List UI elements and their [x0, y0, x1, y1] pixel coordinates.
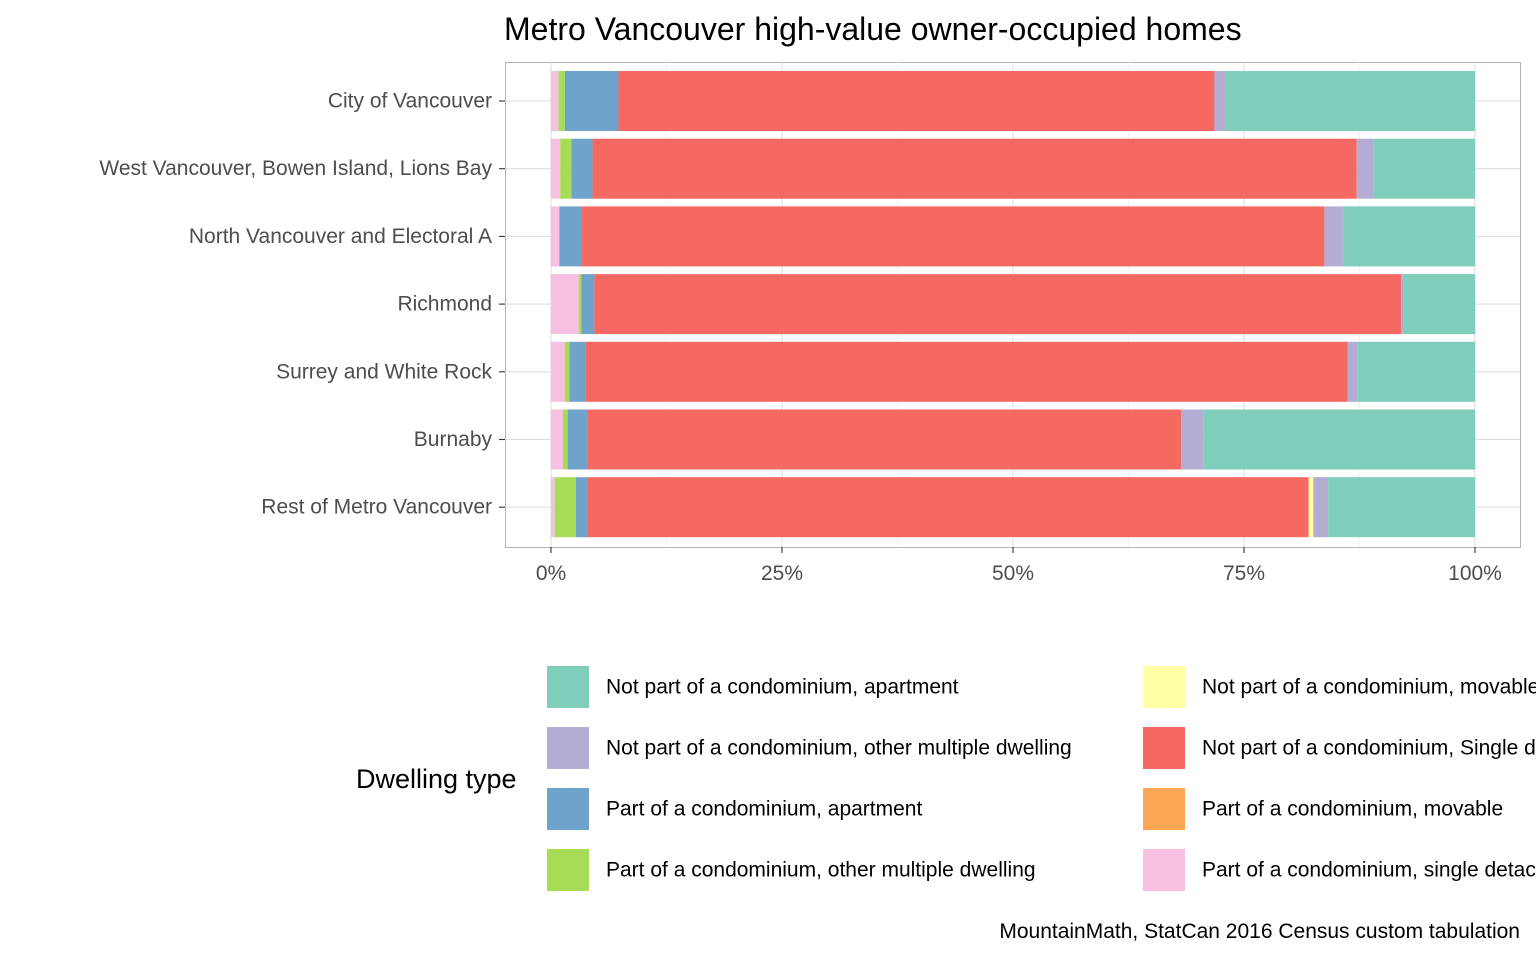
bar-segment	[578, 274, 582, 335]
x-axis-ticks: 0% 25% 50% 75% 100%	[536, 547, 1502, 585]
category-label: City of Vancouver	[328, 90, 492, 113]
bar-segment	[581, 274, 595, 335]
bar-segment	[1313, 477, 1329, 538]
chart-title: Metro Vancouver high-value owner-occupie…	[504, 11, 1242, 47]
bar-segment	[1181, 409, 1204, 470]
category-label: Surrey and White Rock	[276, 360, 492, 383]
bar-segment	[560, 138, 572, 199]
bar-segment	[564, 71, 619, 131]
bar-segment	[585, 341, 1348, 402]
bar-segment	[1357, 341, 1475, 402]
bar-segment	[551, 477, 555, 538]
legend-label: Not part of a condominium, Single detach…	[1202, 737, 1536, 760]
legend-label: Part of a condominium, single detached	[1202, 859, 1536, 882]
legend-item: Not part of a condominium, movable	[1143, 666, 1536, 708]
bar-segment	[581, 206, 1325, 267]
x-tick-label: 75%	[1223, 562, 1265, 585]
bar-segment	[1324, 206, 1343, 267]
legend-item: Part of a condominium, single detached	[1143, 849, 1536, 891]
legend-swatch	[547, 666, 589, 708]
legend-label: Part of a condominium, apartment	[606, 798, 922, 821]
chart-caption: MountainMath, StatCan 2016 Census custom…	[999, 920, 1520, 943]
bar-segment	[594, 274, 1402, 335]
legend-swatch	[1143, 727, 1185, 769]
category-label: Rest of Metro Vancouver	[261, 496, 492, 519]
bar-segment	[1225, 71, 1475, 131]
x-tick-label: 0%	[536, 562, 566, 585]
bar-segment	[1308, 477, 1314, 538]
x-tick-label: 25%	[761, 562, 803, 585]
bar-segment	[1203, 409, 1475, 470]
legend-item: Part of a condominium, other multiple dw…	[547, 849, 1036, 891]
bar-segment	[551, 71, 559, 131]
legend-item: Part of a condominium, apartment	[547, 788, 922, 830]
bar-segment	[567, 409, 588, 470]
legend-item: Not part of a condominium, other multipl…	[547, 727, 1072, 769]
bar-segment	[1328, 477, 1475, 538]
bar-segment	[551, 206, 560, 267]
x-tick-label: 100%	[1448, 562, 1502, 585]
legend-label: Not part of a condominium, movable	[1202, 676, 1536, 699]
legend-swatch	[1143, 788, 1185, 830]
category-label: Richmond	[397, 293, 492, 316]
bar-segment	[558, 71, 565, 131]
legend-swatch	[547, 727, 589, 769]
bar-segment	[564, 341, 570, 402]
bar-segment	[575, 477, 588, 538]
category-label: West Vancouver, Bowen Island, Lions Bay	[99, 157, 492, 180]
legend: Not part of a condominium, apartment Not …	[547, 666, 1536, 891]
category-label: Burnaby	[414, 428, 493, 451]
legend-label: Not part of a condominium, apartment	[606, 676, 959, 699]
bar-segment	[1401, 274, 1404, 335]
legend-swatch	[547, 788, 589, 830]
legend-swatch	[547, 849, 589, 891]
legend-item: Part of a condominium, movable	[1143, 788, 1503, 830]
bar-segment	[563, 409, 568, 470]
bar-segment	[1347, 341, 1358, 402]
bar-segment	[569, 341, 586, 402]
bar-segment	[618, 71, 1215, 131]
bar-segment	[587, 477, 1309, 538]
legend-label: Part of a condominium, other multiple dw…	[606, 859, 1036, 882]
y-axis-labels: City of Vancouver West Vancouver, Bowen I…	[99, 90, 505, 519]
bar-segment	[1214, 71, 1226, 131]
bar-segment	[571, 138, 593, 199]
legend-item: Not part of a condominium, Single detach…	[1143, 727, 1536, 769]
bar-segment	[1356, 138, 1374, 199]
bar-segment	[551, 409, 564, 470]
category-label: North Vancouver and Electoral A	[189, 225, 492, 248]
x-tick-label: 50%	[992, 562, 1034, 585]
bar-segment	[1403, 274, 1475, 335]
bar-segment	[1342, 206, 1475, 267]
bar-segment	[551, 138, 561, 199]
bars	[551, 71, 1475, 538]
bar-segment	[559, 206, 582, 267]
bar-segment	[592, 138, 1357, 199]
bar-segment	[1373, 138, 1475, 199]
legend-label: Not part of a condominium, other multipl…	[606, 737, 1072, 760]
legend-title: Dwelling type	[356, 764, 517, 794]
bar-segment	[554, 477, 576, 538]
legend-item: Not part of a condominium, apartment	[547, 666, 959, 708]
bar-segment	[551, 341, 565, 402]
bar-segment	[587, 409, 1182, 470]
legend-swatch	[1143, 666, 1185, 708]
legend-label: Part of a condominium, movable	[1202, 798, 1503, 821]
legend-swatch	[1143, 849, 1185, 891]
bar-segment	[551, 274, 579, 335]
